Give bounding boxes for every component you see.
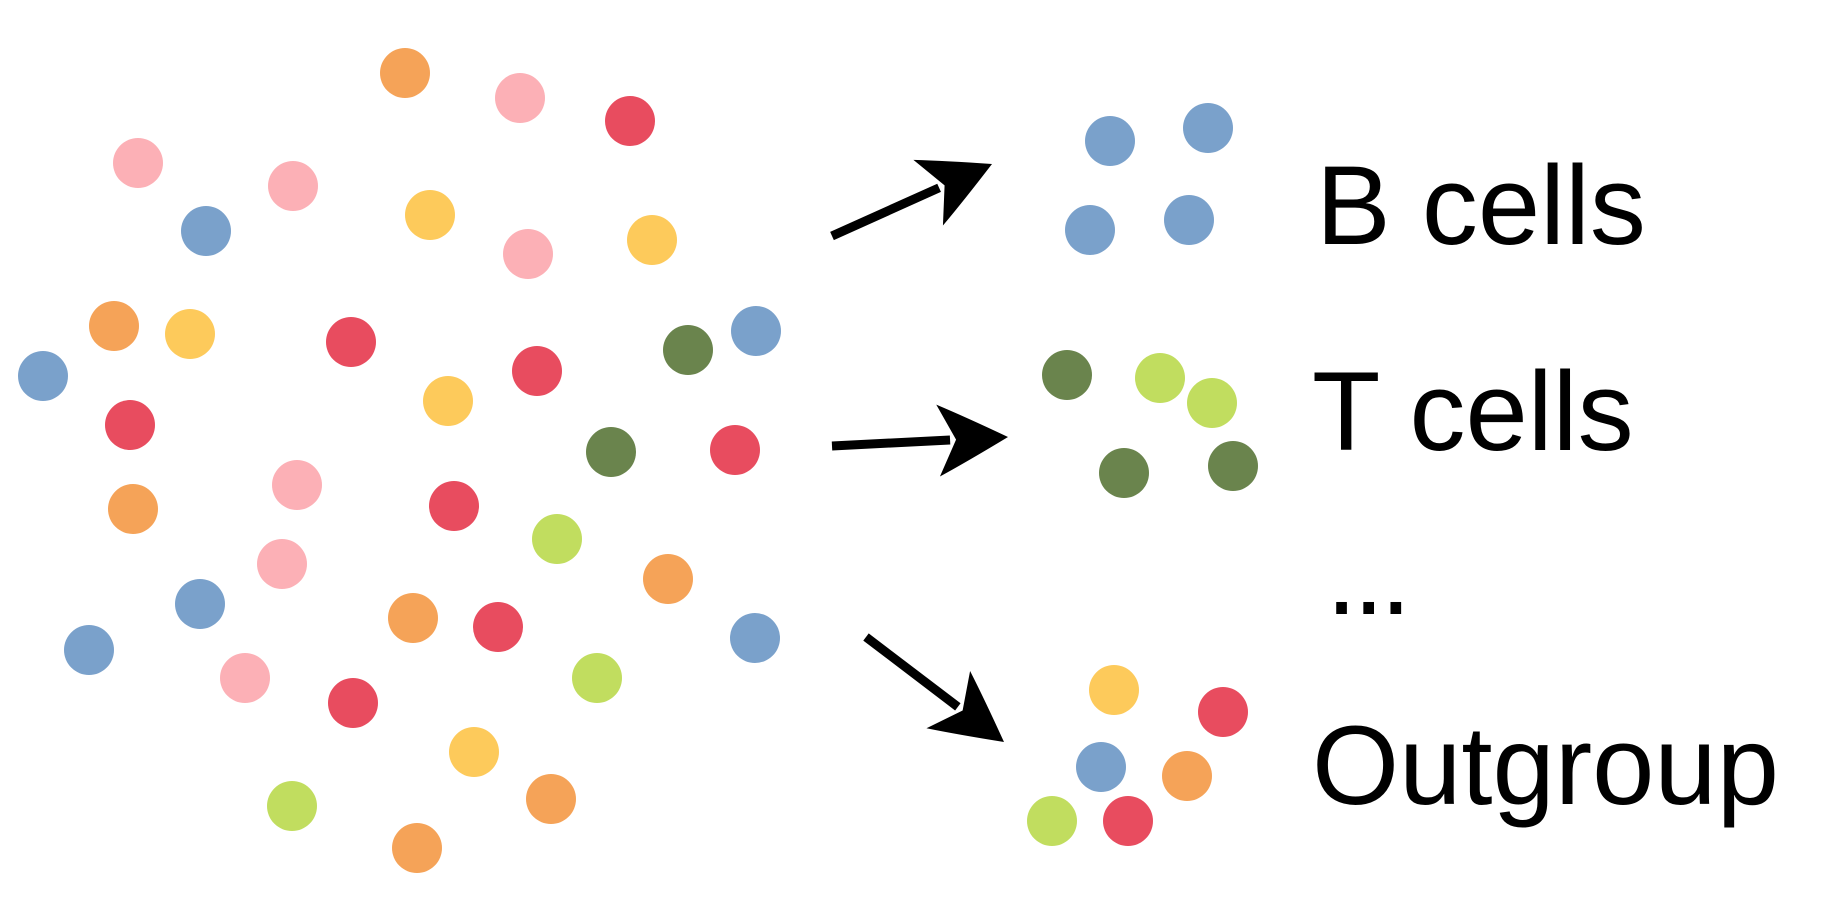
- cell-dot-light-green: [572, 653, 622, 703]
- cell-dot-orange: [643, 554, 693, 604]
- cell-dot-orange: [89, 301, 139, 351]
- more-groups-ellipsis: ...: [1326, 513, 1411, 638]
- cell-dot-pink: [503, 229, 553, 279]
- cell-dot-orange: [392, 823, 442, 873]
- cell-dot-orange: [380, 48, 430, 98]
- cell-dot-yellow: [165, 309, 215, 359]
- cell-dot-blue: [1076, 742, 1126, 792]
- cell-dot-pink: [268, 161, 318, 211]
- cell-dot-light-green: [1027, 796, 1077, 846]
- cell-dot-pink: [257, 539, 307, 589]
- unsorted-cell-cluster: [18, 48, 781, 873]
- cell-group-outgroup: [1027, 665, 1248, 846]
- cell-dot-blue: [18, 351, 68, 401]
- cell-dot-light-green: [1187, 378, 1237, 428]
- cell-dot-light-green: [1135, 353, 1185, 403]
- cell-dot-yellow: [627, 215, 677, 265]
- arrow-shaft: [830, 183, 941, 241]
- cell-dot-yellow: [405, 190, 455, 240]
- cell-dot-blue: [1085, 116, 1135, 166]
- arrowhead: [936, 404, 1008, 477]
- cell-dot-red: [429, 481, 479, 531]
- cell-dot-dark-green: [663, 325, 713, 375]
- sorting-arrows: [830, 159, 1008, 742]
- cell-dot-yellow: [449, 727, 499, 777]
- cell-dot-blue: [1183, 103, 1233, 153]
- cell-dot-blue: [175, 579, 225, 629]
- cell-dot-red: [1103, 796, 1153, 846]
- group-label-outgroup: Outgroup: [1312, 703, 1779, 828]
- cell-dot-yellow: [1089, 665, 1139, 715]
- cell-dot-dark-green: [1208, 441, 1258, 491]
- cell-dot-light-green: [532, 514, 582, 564]
- cell-dot-orange: [388, 593, 438, 643]
- arrow-shaft: [863, 633, 961, 711]
- cell-dot-red: [605, 96, 655, 146]
- cell-dot-blue: [731, 306, 781, 356]
- arrow-to-outgroup: [863, 633, 1004, 742]
- group-label-b-cells: B cells: [1316, 143, 1646, 268]
- cell-dot-blue: [730, 613, 780, 663]
- cell-dot-orange: [108, 484, 158, 534]
- cell-dot-red: [710, 425, 760, 475]
- arrow-shaft: [831, 435, 951, 451]
- cell-dot-blue: [1065, 205, 1115, 255]
- cell-dot-orange: [526, 774, 576, 824]
- arrow-to-t-cells: [831, 404, 1008, 477]
- cell-dot-dark-green: [1099, 448, 1149, 498]
- cell-dot-red: [326, 317, 376, 367]
- cell-group-t-cells: [1042, 350, 1258, 498]
- cell-dot-pink: [495, 73, 545, 123]
- group-label-t-cells: T cells: [1312, 349, 1634, 474]
- sorted-cell-groups: [1027, 103, 1258, 846]
- cell-dot-pink: [220, 653, 270, 703]
- arrowhead: [913, 159, 992, 226]
- cell-dot-light-green: [267, 781, 317, 831]
- cell-dot-blue: [1164, 195, 1214, 245]
- cell-dot-pink: [272, 460, 322, 510]
- cell-group-b-cells: [1065, 103, 1233, 255]
- cell-dot-red: [473, 602, 523, 652]
- cell-dot-red: [1198, 687, 1248, 737]
- cell-dot-red: [512, 346, 562, 396]
- cell-dot-blue: [181, 206, 231, 256]
- cell-dot-dark-green: [586, 427, 636, 477]
- cell-dot-red: [328, 678, 378, 728]
- cell-dot-pink: [113, 138, 163, 188]
- arrow-to-b-cells: [830, 159, 992, 241]
- cell-dot-dark-green: [1042, 350, 1092, 400]
- cell-dot-blue: [64, 625, 114, 675]
- cell-dot-red: [105, 400, 155, 450]
- cell-dot-orange: [1162, 751, 1212, 801]
- cell-dot-yellow: [423, 376, 473, 426]
- arrowhead: [926, 670, 1004, 742]
